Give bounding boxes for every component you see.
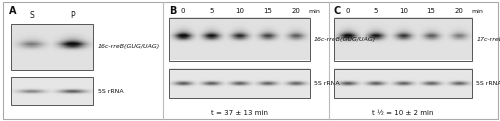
Text: S: S xyxy=(29,11,34,20)
Text: 17c-rreB: 17c-rreB xyxy=(476,37,500,42)
Bar xyxy=(169,18,310,60)
Text: 5S rRNA: 5S rRNA xyxy=(314,81,340,86)
Text: 0: 0 xyxy=(181,8,186,14)
Text: 16c-rreB(GUG/UAG): 16c-rreB(GUG/UAG) xyxy=(314,37,376,42)
Text: A: A xyxy=(9,6,16,16)
Text: 10: 10 xyxy=(399,8,408,14)
Bar xyxy=(169,69,310,98)
Text: 16c-rreB(GUG/UAG): 16c-rreB(GUG/UAG) xyxy=(98,44,160,49)
Bar xyxy=(11,24,92,70)
Text: 20: 20 xyxy=(454,8,463,14)
Bar xyxy=(334,69,472,98)
Text: C: C xyxy=(334,6,341,16)
Text: 20: 20 xyxy=(292,8,300,14)
Bar xyxy=(11,77,92,105)
Bar xyxy=(334,18,472,60)
Text: min: min xyxy=(308,9,320,14)
Text: 15: 15 xyxy=(264,8,272,14)
Text: 10: 10 xyxy=(235,8,244,14)
Text: t = 37 ± 13 min: t = 37 ± 13 min xyxy=(211,110,268,116)
Text: P: P xyxy=(70,11,74,20)
Text: min: min xyxy=(471,9,483,14)
Text: 0: 0 xyxy=(346,8,350,14)
Text: 5S rRNA: 5S rRNA xyxy=(98,89,123,94)
Text: 15: 15 xyxy=(426,8,436,14)
Text: t ½ = 10 ± 2 min: t ½ = 10 ± 2 min xyxy=(372,110,434,116)
Text: 5S rRNA: 5S rRNA xyxy=(476,81,500,86)
Text: 5: 5 xyxy=(374,8,378,14)
Text: 5: 5 xyxy=(209,8,214,14)
Text: B: B xyxy=(169,6,176,16)
